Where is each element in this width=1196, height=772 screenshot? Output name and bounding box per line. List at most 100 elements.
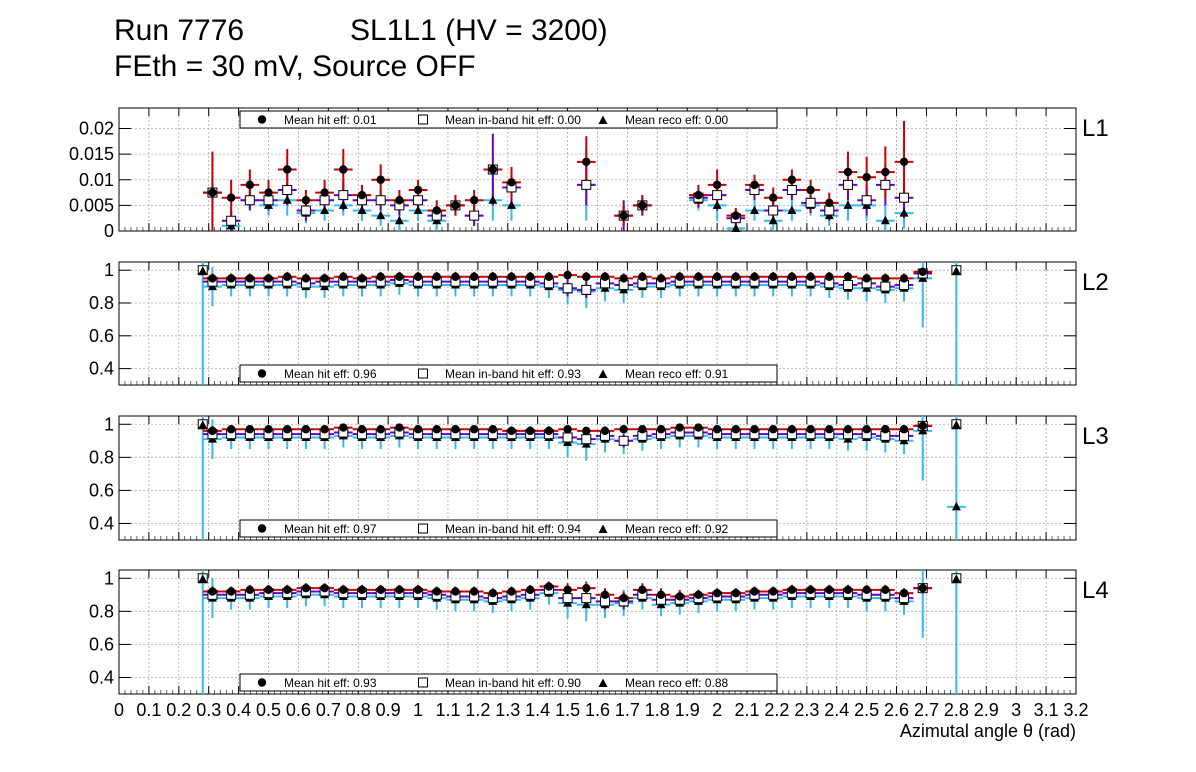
hit-point xyxy=(395,585,404,595)
inband-point xyxy=(618,435,629,446)
legend-label: Mean in-band hit eff: 0.93 xyxy=(445,367,581,381)
hit-point xyxy=(582,157,591,167)
legend-label: Mean hit eff: 0.93 xyxy=(284,676,377,690)
inband-point xyxy=(768,205,779,216)
hit-point xyxy=(750,587,759,596)
hit-point xyxy=(768,272,778,281)
hit-point xyxy=(320,188,329,197)
y-tick-label: 0.6 xyxy=(89,634,114,654)
hit-point xyxy=(862,425,871,434)
hit-point xyxy=(750,272,759,281)
inband-point xyxy=(581,284,592,295)
hit-point xyxy=(563,585,572,595)
x-tick-label: 0.8 xyxy=(346,700,371,720)
hit-point xyxy=(264,188,273,197)
hit-point xyxy=(619,274,628,283)
hit-point xyxy=(712,425,722,434)
hit-point xyxy=(245,180,255,190)
y-tick-label: 0.6 xyxy=(89,480,114,500)
hit-point xyxy=(507,272,516,281)
hit-point xyxy=(881,167,890,177)
hit-point xyxy=(208,426,217,436)
hit-point xyxy=(582,426,591,436)
x-tick-label: 0.1 xyxy=(136,700,161,720)
y-tick-label: 1 xyxy=(104,414,114,434)
inband-point xyxy=(375,195,386,206)
x-tick-label: 0.6 xyxy=(286,700,311,720)
edge-point xyxy=(198,420,208,429)
hit-point xyxy=(843,425,853,434)
inband-point xyxy=(880,281,891,292)
reco-point xyxy=(731,223,741,232)
inband-point xyxy=(581,593,592,604)
hit-point xyxy=(376,272,385,281)
reco-point xyxy=(768,215,778,225)
inband-point xyxy=(880,179,891,190)
layer-label: L3 xyxy=(1082,423,1109,450)
hit-point xyxy=(526,585,535,595)
inband-point xyxy=(581,179,592,190)
x-tick-label: 0.9 xyxy=(376,700,401,720)
hit-point xyxy=(432,272,441,281)
hit-point xyxy=(451,272,460,281)
x-tick-label: 1.8 xyxy=(645,700,670,720)
legend-inband-marker xyxy=(418,114,428,125)
x-tick-label: 1 xyxy=(413,700,423,720)
hit-point xyxy=(899,274,909,283)
legend-reco-marker xyxy=(598,115,608,124)
x-axis: 0 0.1 0.2 0.3 0.4 0.5 0.6 0.7 0.8 0.9 1 1.1 1.2 1.3 1.… xyxy=(114,700,1089,741)
y-tick-label: 1 xyxy=(104,568,114,588)
hit-point xyxy=(582,583,591,593)
legend-label: Mean reco eff: 0.88 xyxy=(625,676,729,690)
hit-point xyxy=(226,587,236,596)
hit-point xyxy=(301,425,311,434)
hit-point xyxy=(395,423,404,432)
reco-point xyxy=(488,195,498,204)
hit-point xyxy=(413,585,423,595)
hit-point xyxy=(563,270,572,280)
hit-point xyxy=(825,585,834,595)
reco-point xyxy=(787,205,797,214)
hit-point xyxy=(226,193,236,202)
hit-point xyxy=(413,272,423,281)
x-tick-label: 0.3 xyxy=(196,700,221,720)
reco-point xyxy=(581,599,591,609)
x-tick-label: 3 xyxy=(1011,700,1021,720)
reco-point xyxy=(880,215,890,225)
hit-point xyxy=(638,425,647,434)
inband-point xyxy=(786,185,797,195)
hit-point xyxy=(843,167,853,177)
hit-point xyxy=(469,272,479,281)
hit-point xyxy=(357,274,367,283)
hit-point xyxy=(432,587,441,596)
hit-point xyxy=(264,274,273,283)
hit-point xyxy=(395,196,404,205)
hit-point xyxy=(638,272,647,281)
inband-point xyxy=(263,195,274,206)
inband-point xyxy=(581,434,592,445)
edge-point xyxy=(951,266,961,275)
hit-point xyxy=(339,423,348,432)
x-tick-label: 1.2 xyxy=(465,700,490,720)
x-tick-label: 2.3 xyxy=(794,700,819,720)
hit-point xyxy=(768,425,778,434)
inband-point xyxy=(282,185,293,195)
hit-point xyxy=(320,425,329,434)
hit-point xyxy=(264,585,273,595)
hit-point xyxy=(395,272,404,281)
hit-point xyxy=(843,272,853,281)
superlayer-title: SL1L1 (HV = 3200) xyxy=(350,14,608,47)
hit-point xyxy=(301,583,311,593)
reco-point xyxy=(338,200,348,209)
hit-point xyxy=(712,588,722,598)
panel-l4: 0.4 0.6 0.8 1 L4 Mean hit eff: 0.93 Mean in-ba… xyxy=(89,568,1109,695)
hit-point xyxy=(619,425,628,434)
x-tick-label: 3.2 xyxy=(1063,700,1088,720)
inband-point xyxy=(842,279,853,290)
hit-point xyxy=(825,272,834,281)
inband-point xyxy=(562,593,573,604)
legend-reco-marker xyxy=(598,678,608,687)
y-tick-label: 0.4 xyxy=(89,359,114,379)
hit-point xyxy=(600,272,610,281)
inband-point xyxy=(899,192,910,203)
